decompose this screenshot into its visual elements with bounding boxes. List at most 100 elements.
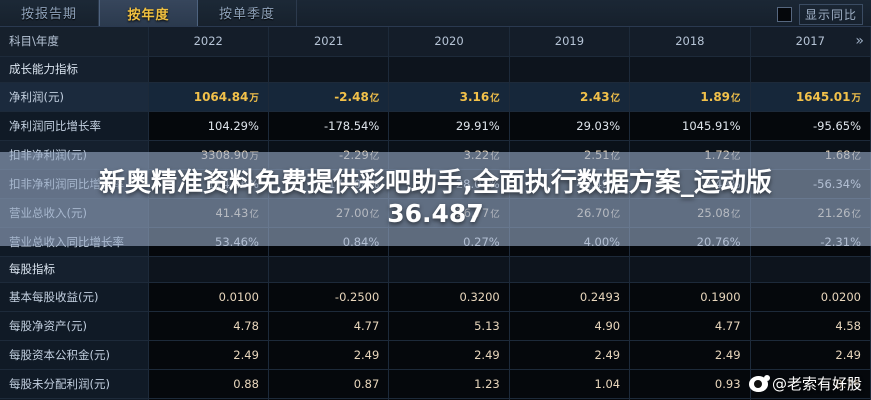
tab-by-quarter[interactable]: 按单季度 bbox=[198, 0, 297, 26]
table-row: 每股净资产(元) 4.78 4.77 5.13 4.90 4.77 4.58 bbox=[0, 311, 871, 341]
cell-value: 0.36 bbox=[509, 398, 631, 400]
cell-value: 0.27% bbox=[388, 227, 510, 257]
cell-value: 0.28 bbox=[750, 398, 871, 400]
row-label[interactable]: 营业总收入同比增长率 bbox=[0, 227, 149, 257]
cell-value: 2.49 bbox=[629, 340, 751, 370]
cell-value: 0.3200 bbox=[388, 282, 510, 312]
cell-value: -178.54% bbox=[268, 111, 390, 141]
cell-value bbox=[268, 256, 390, 283]
table-row: 营业总收入同比增长率 53.46% 0.84% 0.27% 4.00% 20.76% -2.… bbox=[0, 227, 871, 257]
cell-value: 20.76% bbox=[629, 227, 751, 257]
cell-value bbox=[629, 56, 751, 83]
cell-value: 2.43亿 bbox=[509, 82, 631, 112]
tab-label: 按年度 bbox=[127, 7, 170, 23]
cell-value: 2.49 bbox=[148, 340, 269, 370]
cell-value: 0.84% bbox=[268, 227, 390, 257]
row-label[interactable]: 每股经营现金流(元) bbox=[0, 398, 149, 400]
table-head: 科目\年度 2022 2021 2020 2019 2018 2017 » bbox=[0, 27, 871, 57]
cell-value: -0.2500 bbox=[268, 282, 390, 312]
cell-value: 3.16亿 bbox=[388, 82, 510, 112]
cell-value: 53.46% bbox=[148, 227, 269, 257]
row-label[interactable]: 扣非净利润(元) bbox=[0, 140, 149, 170]
cell-value: 1645.01万 bbox=[750, 82, 871, 112]
cell-value: -2.29亿 bbox=[268, 140, 390, 170]
cell-value: 2.49 bbox=[750, 340, 871, 370]
row-label[interactable]: 每股指标 bbox=[0, 256, 149, 283]
header-year-2018[interactable]: 2018 bbox=[629, 27, 751, 57]
cell-value: 1.89亿 bbox=[629, 82, 751, 112]
cell-value: 4.58 bbox=[750, 311, 871, 341]
cell-value: 1064.84万 bbox=[148, 82, 269, 112]
cell-value: -95.65% bbox=[750, 111, 871, 141]
cell-value: 114.46% bbox=[148, 169, 269, 199]
header-year-label: 2017 bbox=[795, 34, 825, 49]
tab-by-report-period[interactable]: 按报告期 bbox=[0, 0, 99, 26]
header-year-2017[interactable]: 2017 » bbox=[750, 27, 871, 57]
header-year-2022[interactable]: 2022 bbox=[148, 27, 269, 57]
cell-value: 46.49% bbox=[509, 169, 631, 199]
cell-value: 1.68亿 bbox=[750, 140, 871, 170]
cell-value: 1.04 bbox=[509, 369, 631, 399]
cell-value: 29.03% bbox=[509, 111, 631, 141]
header-year-2020[interactable]: 2020 bbox=[388, 27, 510, 57]
row-label[interactable]: 净利润(元) bbox=[0, 82, 149, 112]
cell-value: 28.04% bbox=[388, 169, 510, 199]
cell-value bbox=[509, 256, 631, 283]
cell-value bbox=[629, 256, 751, 283]
cell-value: 2.49 bbox=[509, 340, 631, 370]
cell-value: 26.70亿 bbox=[509, 198, 631, 228]
cell-value: 0.03 bbox=[148, 398, 269, 400]
cell-value: 1.23 bbox=[388, 369, 510, 399]
cell-value bbox=[750, 56, 871, 83]
cell-value: 4.77 bbox=[268, 311, 390, 341]
cell-value: 29.91% bbox=[388, 111, 510, 141]
cell-value bbox=[388, 56, 510, 83]
table-row: 扣非净利润同比增长率 114.46% -171.08% 28.04% 46.49% 2.4… bbox=[0, 169, 871, 199]
cell-value: 1045.91% bbox=[629, 111, 751, 141]
cell-value: 0.1900 bbox=[629, 282, 751, 312]
row-label[interactable]: 净利润同比增长率 bbox=[0, 111, 149, 141]
cell-value: 5.13 bbox=[388, 311, 510, 341]
tab-by-year[interactable]: 按年度 bbox=[99, 0, 198, 26]
row-label[interactable]: 每股净资产(元) bbox=[0, 311, 149, 341]
header-year-2021[interactable]: 2021 bbox=[268, 27, 390, 57]
financial-table: 科目\年度 2022 2021 2020 2019 2018 2017 » 成长… bbox=[0, 27, 871, 400]
table-body: 成长能力指标 净利润(元) 1064.84万 -2.48亿 3.16亿 2.43亿 1.89… bbox=[0, 56, 871, 400]
table-row: 扣非净利润(元) 3308.90万 -2.29亿 3.22亿 2.51亿 1.72亿 1.6… bbox=[0, 140, 871, 170]
cell-value: -171.08% bbox=[268, 169, 390, 199]
cell-value: 0.0200 bbox=[750, 282, 871, 312]
show-yoy-checkbox[interactable] bbox=[776, 7, 792, 22]
table-row: 每股经营现金流(元)0.030.250.520.360.090.28 bbox=[0, 398, 871, 400]
row-label[interactable]: 扣非净利润同比增长率 bbox=[0, 169, 149, 199]
header-subject-year: 科目\年度 bbox=[0, 27, 149, 57]
cell-value bbox=[509, 56, 631, 83]
cell-value bbox=[388, 256, 510, 283]
table-row: 基本每股收益(元) 0.0100 -0.2500 0.3200 0.2493 0.1900… bbox=[0, 282, 871, 312]
row-label[interactable]: 营业总收入(元) bbox=[0, 198, 149, 228]
table-header-row: 科目\年度 2022 2021 2020 2019 2018 2017 » bbox=[0, 27, 871, 57]
cell-value bbox=[148, 256, 269, 283]
cell-value: 1.72亿 bbox=[629, 140, 751, 170]
cell-value: 0.0100 bbox=[148, 282, 269, 312]
row-label[interactable]: 每股资本公积金(元) bbox=[0, 340, 149, 370]
chevron-right-icon[interactable]: » bbox=[855, 33, 864, 50]
cell-value: 2.49 bbox=[388, 340, 510, 370]
cell-value bbox=[750, 256, 871, 283]
cell-value: 0.09 bbox=[629, 398, 751, 400]
row-label[interactable]: 每股未分配利润(元) bbox=[0, 369, 149, 399]
cell-value: 0.87 bbox=[268, 369, 390, 399]
cell-value: 4.77 bbox=[629, 311, 751, 341]
header-year-2019[interactable]: 2019 bbox=[509, 27, 631, 57]
cell-value: 4.00% bbox=[509, 227, 631, 257]
row-label[interactable]: 成长能力指标 bbox=[0, 56, 149, 83]
show-yoy-label[interactable]: 显示同比 bbox=[798, 4, 863, 25]
cell-value: 3.22亿 bbox=[388, 140, 510, 170]
row-label[interactable]: 基本每股收益(元) bbox=[0, 282, 149, 312]
cell-value: -2.31% bbox=[750, 227, 871, 257]
cell-value: 0.52 bbox=[388, 398, 510, 400]
table-row: 每股未分配利润(元) 0.88 0.87 1.23 1.04 0.93 0.76 bbox=[0, 369, 871, 399]
cell-value: 26.77亿 bbox=[388, 198, 510, 228]
cell-value: 2.49% bbox=[629, 169, 751, 199]
table-row: 每股指标 bbox=[0, 256, 871, 283]
tab-label: 按单季度 bbox=[218, 7, 275, 22]
